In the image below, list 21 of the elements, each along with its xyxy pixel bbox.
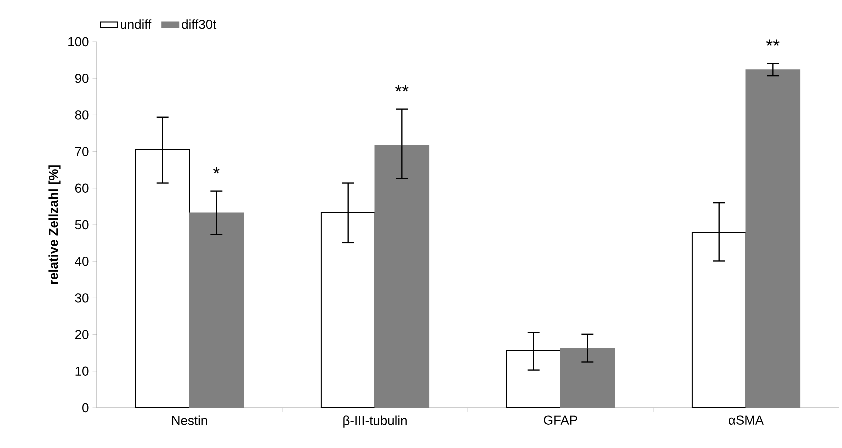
y-axis-title: relative Zellzahl [%] xyxy=(48,166,61,284)
x-tick-label: αSMA xyxy=(729,416,764,425)
y-tick-label: 50 xyxy=(75,220,89,230)
legend-label: undiff xyxy=(121,20,152,30)
x-tick-label: Nestin xyxy=(172,416,208,426)
y-tick-label: 10 xyxy=(76,366,89,376)
x-tick-label: β-III-tubulin xyxy=(344,416,407,428)
y-tick-label: 90 xyxy=(75,74,89,84)
y-tick-label: 30 xyxy=(75,294,89,303)
data-label: ** xyxy=(395,86,409,92)
y-tick-label: 80 xyxy=(75,110,89,120)
y-tick-label: 70 xyxy=(75,147,89,156)
y-tick-label: 20 xyxy=(75,330,89,340)
y-tick-label: 100 xyxy=(68,37,89,47)
legend-label: diff30t xyxy=(182,20,217,30)
data-label: * xyxy=(213,167,220,174)
y-tick-label: 40 xyxy=(75,257,89,266)
y-tick-label: 0 xyxy=(82,403,89,413)
data-label: ** xyxy=(766,40,780,46)
y-tick-label: 60 xyxy=(75,184,89,193)
x-tick-label: GFAP xyxy=(544,416,578,425)
